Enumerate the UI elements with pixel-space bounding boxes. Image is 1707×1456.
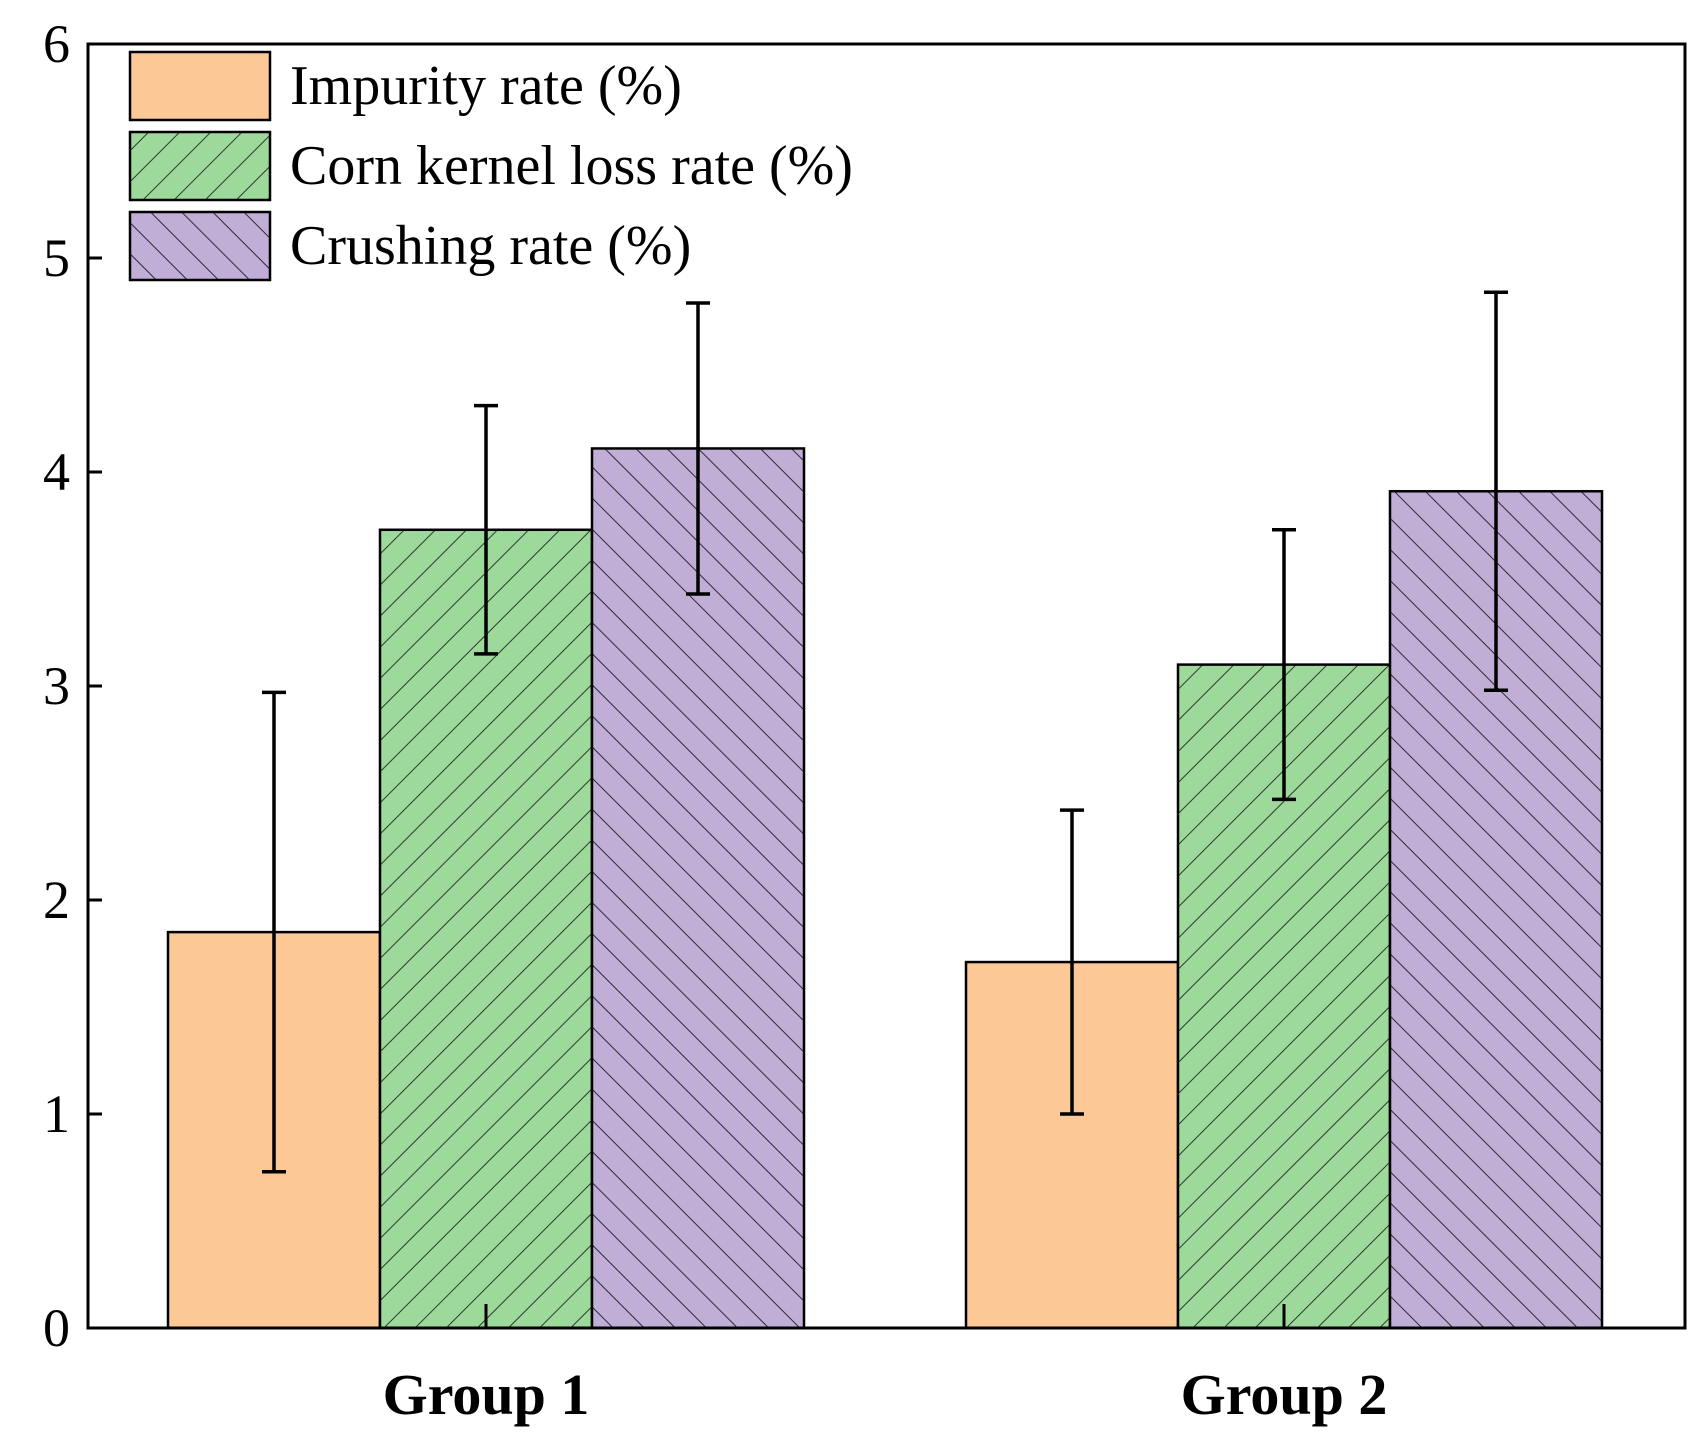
axes-layer: 0 1 2 3 4 5 6 Group 1 Group 2 [43, 14, 1687, 1427]
x-category-label: Group 2 [1181, 1362, 1388, 1427]
y-tick-label: 4 [43, 442, 70, 502]
legend-item: Impurity rate (%) [128, 50, 682, 122]
error-bar-2-2 [1272, 528, 1296, 802]
legend: Impurity rate (%) Corn kernel loss rate (… [128, 50, 853, 282]
y-tick-label: 0 [43, 1298, 70, 1358]
error-bar-1-2 [474, 403, 498, 656]
error-bar-2-1 [1060, 808, 1084, 1116]
bar-1-2 [378, 528, 594, 1330]
legend-item: Corn kernel loss rate (%) [128, 130, 853, 202]
bars-layer [166, 447, 1604, 1330]
legend-swatch [128, 50, 272, 122]
legend-label: Impurity rate (%) [290, 55, 682, 117]
error-bars-layer [262, 290, 1508, 1174]
y-tick-label: 6 [43, 14, 70, 74]
error-bar-1-3 [686, 301, 710, 596]
y-tick-label: 1 [43, 1084, 70, 1144]
error-bar-2-3 [1484, 290, 1508, 693]
x-category-label: Group 1 [383, 1362, 590, 1427]
legend-swatch [128, 210, 272, 282]
error-bar-1-1 [262, 690, 286, 1174]
y-tick-label: 2 [43, 870, 70, 930]
y-tick-label: 5 [43, 228, 70, 288]
legend-item: Crushing rate (%) [128, 210, 691, 282]
y-tick-label: 3 [43, 656, 70, 716]
legend-label: Corn kernel loss rate (%) [290, 135, 853, 197]
legend-label: Crushing rate (%) [290, 215, 691, 277]
legend-swatch [128, 130, 272, 202]
